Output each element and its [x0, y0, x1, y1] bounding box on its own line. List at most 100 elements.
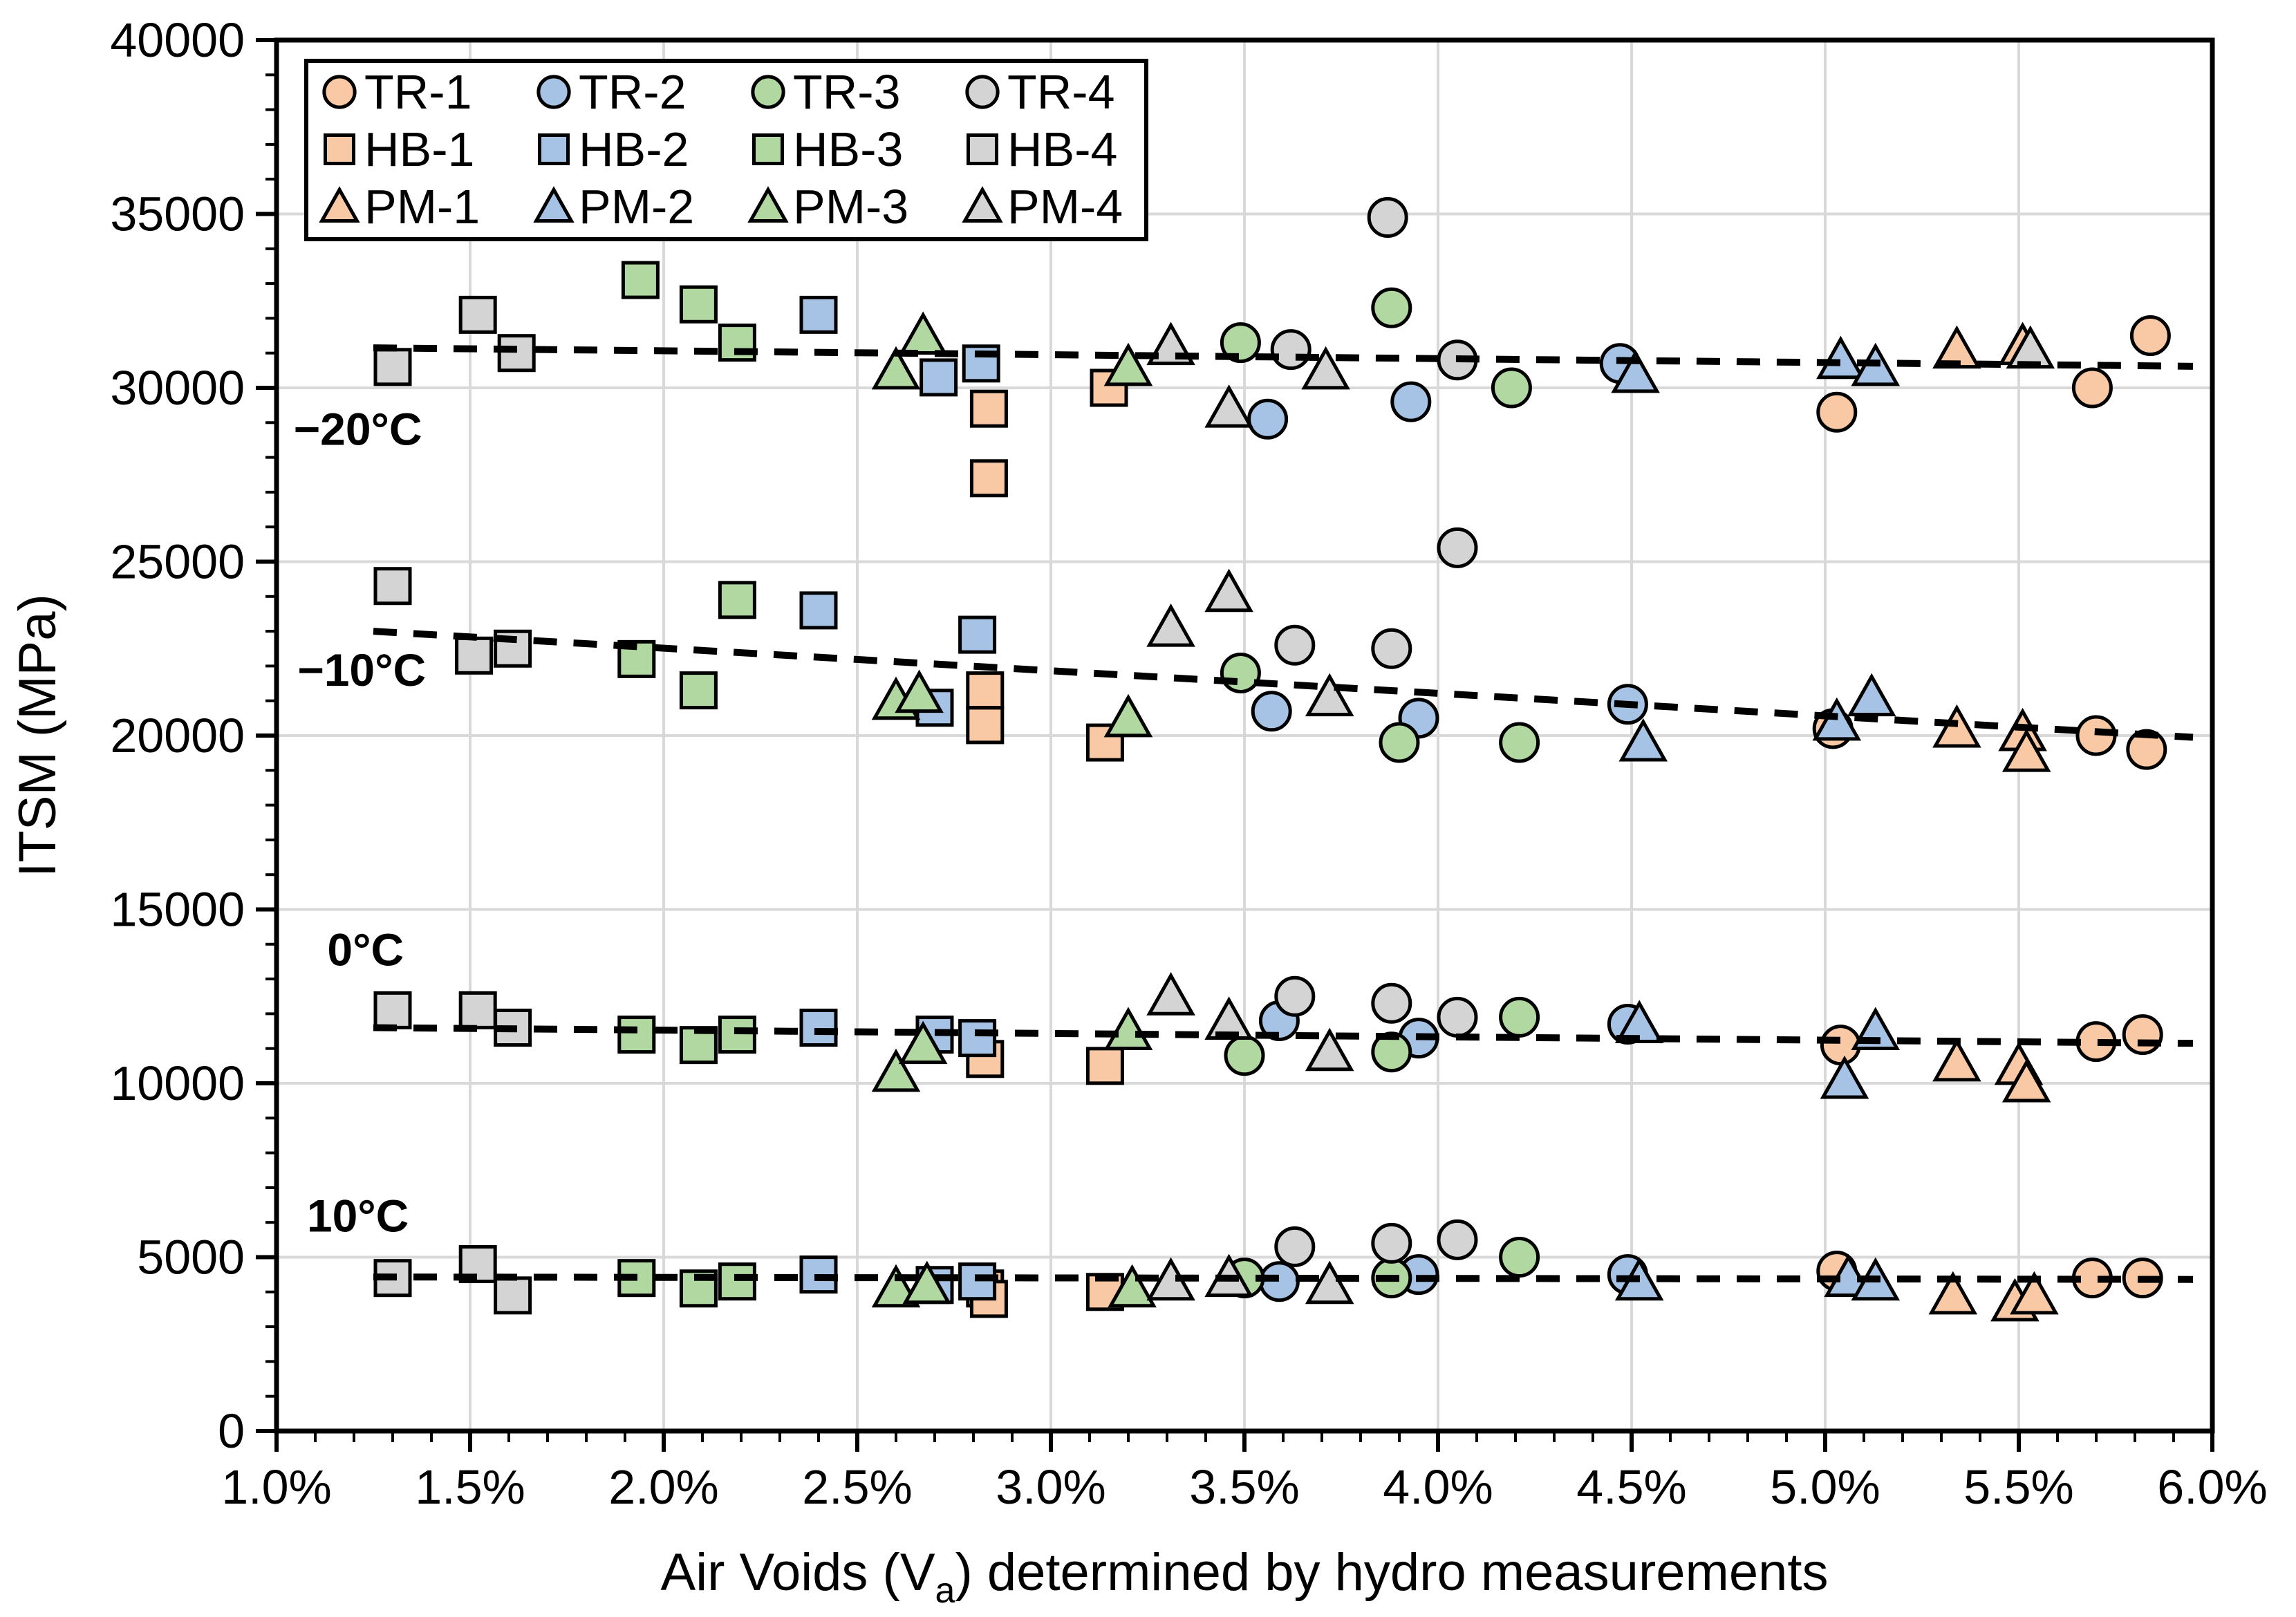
- marker-circle: [536, 75, 571, 109]
- marker-square: [718, 1016, 756, 1054]
- marker-triangle: [1820, 1055, 1869, 1099]
- marker-square: [373, 991, 412, 1029]
- y-tick-label: 20000: [110, 709, 245, 763]
- legend-label: TR-3: [793, 65, 901, 119]
- marker-square: [718, 1262, 756, 1301]
- marker-circle: [1274, 1226, 1316, 1267]
- x-tick-label: 2.0%: [608, 1460, 719, 1514]
- series-HB-1: [966, 368, 1128, 1318]
- marker-triangle: [2001, 1058, 2051, 1103]
- marker-triangle: [871, 1048, 921, 1092]
- marker-triangle: [1847, 673, 1896, 717]
- series-PM-1: [1928, 321, 2059, 1322]
- data-points: [373, 197, 2171, 1322]
- marker-square: [373, 348, 412, 386]
- marker-circle: [1390, 381, 1432, 422]
- marker-triangle: [1103, 1007, 1153, 1051]
- marker-square: [1090, 368, 1128, 407]
- marker-triangle: [1816, 335, 1865, 380]
- band-label: 10°C: [307, 1190, 409, 1242]
- marker-circle: [2122, 1014, 2163, 1056]
- marker-triangle: [1204, 568, 1253, 613]
- marker-square: [679, 285, 718, 324]
- marker-square: [958, 1019, 997, 1058]
- legend-item-PM-2: PM-2: [533, 180, 694, 234]
- marker-triangle: [962, 186, 1003, 223]
- marker-triangle: [902, 1260, 952, 1305]
- marker-triangle: [2010, 1271, 2059, 1315]
- marker-triangle: [533, 186, 575, 223]
- legend-label: PM-1: [364, 180, 480, 234]
- legend-item-TR-4: TR-4: [965, 65, 1115, 119]
- x-tick-label: 3.5%: [1189, 1460, 1300, 1514]
- marker-square: [966, 671, 1005, 710]
- marker-circle: [1371, 1222, 1412, 1264]
- marker-triangle: [1204, 384, 1253, 428]
- marker-circle: [1491, 367, 1532, 409]
- series-TR-1: [1812, 315, 2171, 1299]
- legend-item-TR-2: TR-2: [536, 65, 687, 119]
- marker-square: [969, 459, 1008, 498]
- trend-line-0C: [373, 1024, 2194, 1047]
- legend-item-HB-3: HB-3: [752, 122, 903, 176]
- marker-triangle: [2001, 729, 2051, 772]
- legend-item-HB-2: HB-2: [538, 122, 689, 176]
- marker-triangle: [1611, 349, 1660, 393]
- marker-triangle: [871, 346, 921, 390]
- marker-circle: [965, 75, 1000, 109]
- marker-circle: [2071, 367, 2113, 409]
- gridlines: [277, 40, 2212, 1431]
- x-tick-label: 2.5%: [802, 1460, 913, 1514]
- marker-triangle: [1305, 673, 1354, 717]
- marker-triangle: [1305, 1260, 1354, 1305]
- marker-square: [958, 615, 997, 654]
- marker-circle: [1437, 1219, 1478, 1260]
- marker-square: [538, 133, 570, 165]
- marker-circle: [1371, 628, 1412, 669]
- marker-square: [799, 1009, 838, 1047]
- series-HB-3: [617, 261, 756, 1308]
- marker-triangle: [319, 186, 360, 223]
- marker-square: [799, 295, 838, 334]
- marker-circle: [1270, 329, 1312, 371]
- x-tick-label: 1.0%: [221, 1460, 332, 1514]
- axes: [256, 37, 2215, 1452]
- y-tick-label: 15000: [110, 883, 245, 937]
- legend-label: HB-2: [579, 122, 689, 176]
- marker-square: [718, 581, 756, 619]
- legend: TR-1 TR-2 TR-3 TR-4 HB-1 HB-2 HB-3 HB-4 PM-1 PM-2…: [304, 59, 1148, 241]
- marker-square: [1085, 723, 1124, 762]
- marker-circle: [1437, 527, 1478, 568]
- series-TR-3: [1220, 287, 1540, 1299]
- trend-line--20C: [373, 344, 2194, 370]
- x-tick-label: 5.5%: [1963, 1460, 2074, 1514]
- marker-circle: [1247, 398, 1289, 440]
- y-tick-label: 30000: [110, 361, 245, 415]
- y-tick-label: 0: [218, 1404, 245, 1458]
- marker-triangle: [871, 1264, 921, 1308]
- marker-triangle: [1928, 1271, 1978, 1315]
- marker-square: [373, 567, 412, 606]
- x-tick-label: 6.0%: [2157, 1460, 2268, 1514]
- marker-triangle: [898, 311, 948, 355]
- marker-triangle: [1103, 693, 1153, 738]
- marker-circle: [1371, 982, 1412, 1024]
- marker-triangle: [1305, 1027, 1354, 1072]
- marker-square: [752, 133, 784, 165]
- marker-triangle: [1108, 1264, 1157, 1308]
- legend-label: PM-3: [793, 180, 908, 234]
- legend-item-TR-1: TR-1: [322, 65, 472, 119]
- legend-label: TR-4: [1007, 65, 1115, 119]
- trend-line--10C: [373, 628, 2194, 741]
- labels: 1.0% 1.5% 2.0% 2.5% 3.0% 3.5% 4.0% 4.5% 5.0% 5.5%…: [8, 13, 2268, 1611]
- series-HB-2: [799, 295, 1000, 1305]
- marker-triangle: [895, 669, 944, 713]
- marker-square: [799, 591, 838, 630]
- marker-square: [324, 133, 355, 165]
- marker-triangle: [747, 186, 789, 223]
- marker-circle: [1820, 1025, 1861, 1066]
- marker-circle: [1379, 722, 1420, 763]
- y-tick-label: 25000: [110, 535, 245, 589]
